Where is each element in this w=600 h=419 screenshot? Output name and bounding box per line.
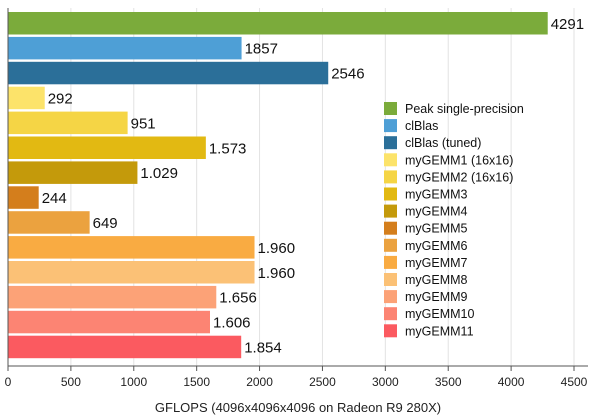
legend-swatch [384,153,397,167]
legend-swatch [384,170,397,184]
x-tick-label: 3000 [372,375,399,389]
bar-value-label: 1.029 [140,165,178,182]
bar [8,186,39,209]
bar [8,310,210,334]
bar [8,136,206,159]
bars [8,12,548,359]
bar [8,285,217,309]
x-tick-label: 4000 [498,375,525,389]
legend-swatch [384,221,397,235]
legend-entry: myGEMM11 [405,324,474,338]
legend-swatch [384,136,397,150]
legend: Peak single-precision clBlas clBlas (tuned… [384,102,524,338]
legend-swatch [384,324,397,338]
bar-value-label: 1857 [245,41,278,58]
legend-swatch [384,187,397,201]
legend-swatch [384,255,397,269]
bar-value-label: 1.606 [213,315,251,332]
bar-value-label: 292 [48,90,73,107]
legend-swatch [384,102,397,115]
legend-swatch [384,307,397,321]
legend-entry: myGEMM9 [405,290,468,304]
legend-swatch [384,238,397,252]
bar [8,36,242,60]
bar-value-label: 2546 [331,66,364,83]
legend-swatch [384,290,397,304]
legend-entry: myGEMM4 [405,205,468,219]
bar-value-label: 1.960 [258,265,296,282]
bar [8,61,329,85]
legend-entry: myGEMM2 (16x16) [405,170,513,184]
bar [8,236,255,259]
legend-entry: clBlas [405,119,438,133]
bar [8,111,128,135]
legend-entry: myGEMM7 [405,256,468,270]
bar [8,335,242,359]
x-tick-label: 1500 [183,375,210,389]
legend-entry: myGEMM5 [405,222,468,236]
bar [8,211,90,234]
x-tick-label: 4500 [561,375,588,389]
bar [8,161,138,184]
x-tick-label: 2500 [309,375,336,389]
bar [8,261,255,284]
x-tick-label: 3500 [435,375,462,389]
bar-value-label: 244 [42,190,67,207]
bar-value-label: 1.854 [244,339,282,356]
x-tick-label: 1000 [120,375,147,389]
x-axis-label: GFLOPS (4096x4096x4096 on Radeon R9 280X… [155,400,441,415]
legend-entry: myGEMM10 [405,307,475,321]
bar-value-label: 4291 [551,16,584,33]
x-tick-label: 0 [5,375,12,389]
bar-value-label: 1.656 [219,290,257,307]
legend-swatch [384,119,397,133]
legend-entry: myGEMM3 [405,188,468,202]
legend-entry: myGEMM8 [405,273,468,287]
bar [8,12,548,35]
bar-value-label: 649 [93,215,118,232]
legend-swatch [384,273,397,286]
legend-entry: myGEMM6 [405,239,468,253]
bar-value-label: 1.960 [258,240,296,257]
bar-value-label: 951 [131,115,156,132]
legend-entry: myGEMM1 (16x16) [405,153,513,167]
legend-entry: clBlas (tuned) [405,136,481,150]
value-labels: 4291185725462929511.5731.0292446491.9601… [42,16,584,357]
x-ticks: 0 500 1000 1500 2000 2500 3000 3500 4000 4500 [5,366,588,389]
legend-entry: Peak single-precision [405,102,524,116]
legend-swatch [384,204,397,218]
bar [8,86,45,110]
bar-value-label: 1.573 [209,140,247,157]
x-tick-label: 2000 [246,375,273,389]
x-tick-label: 500 [61,375,81,389]
